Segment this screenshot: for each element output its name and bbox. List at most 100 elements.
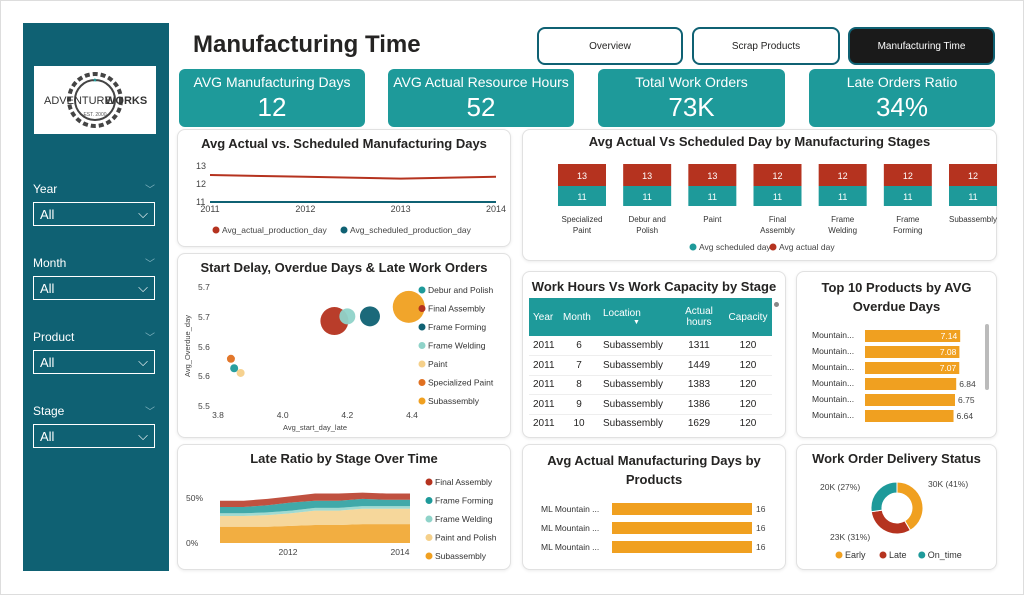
kpi-value: 34% [875,92,929,122]
scrollbar-thumb[interactable] [774,302,779,307]
data-label: 13 [642,171,652,181]
scatter-point [230,364,239,373]
column-header[interactable]: Year [529,298,559,336]
bar-scheduled [558,186,606,206]
chevron-down-icon[interactable]: ﹀ [145,185,155,196]
column-header[interactable]: Month [559,298,599,336]
legend-marker [418,342,426,349]
column-header[interactable]: Actual hours [674,298,724,336]
y-tick-label: 5.6 [198,342,210,352]
slicer-year: Year ﹀ All ⌵ [33,181,155,226]
legend-marker [425,497,433,504]
legend-marker [418,360,426,368]
y-axis-title: Avg_Overdue_day [183,315,192,377]
data-label: 16 [756,523,766,533]
column-header[interactable]: Capacity [724,298,772,336]
kpi-label: Late Orders Ratio [846,74,958,90]
bar-scheduled [688,186,737,206]
line-chart-card: Avg Actual vs. Scheduled Manufacturing D… [177,129,511,247]
year-dropdown[interactable]: All ⌵ [33,202,155,226]
scatter-chart-card: Start Delay, Overdue Days & Late Work Or… [177,253,511,438]
x-tick-label: 2012 [295,204,315,214]
x-tick-label: Specialized [562,215,603,224]
legend-marker [918,551,926,559]
table-cell: 120 [724,336,772,356]
legend-marker [425,478,433,486]
kpi-label: AVG Actual Resource Hours [393,74,569,90]
data-label: 6.84 [959,379,976,389]
x-axis-title: Avg_start_day_late [283,423,347,432]
bar-actual [558,164,606,186]
stage-bar-chart: 13 11 Specialized Paint 13 11 Debur and Polish 1… [558,164,997,252]
chevron-down-icon[interactable]: ﹀ [145,259,155,270]
x-tick-label: Polish [636,226,658,235]
legend-label: Avg scheduled day [699,242,771,252]
month-dropdown[interactable]: All ⌵ [33,276,155,300]
legend-label: On_time [928,550,962,560]
category-label: ML Mountain ... [541,504,599,514]
nav-manufacturing-time-button[interactable]: Manufacturing Time [848,27,995,65]
nav-overview-button[interactable]: Overview [537,27,683,65]
table-cell: Subassembly [599,414,674,432]
chevron-down-icon[interactable]: ﹀ [145,333,155,344]
product-dropdown[interactable]: All ⌵ [33,350,155,374]
area-band [220,508,410,527]
data-label: 11 [903,192,912,202]
bar [865,410,954,422]
table-viewport[interactable]: Year Month Location ▼ Actual hours Capacity 20… [529,298,772,432]
data-label: 12 [968,171,978,181]
table-cell: 6 [559,336,599,356]
table-cell: 120 [724,394,772,415]
legend-label: Final Assembly [428,304,486,314]
table-cell: 120 [724,414,772,432]
legend-label: Frame Welding [435,514,493,524]
table-row[interactable]: 2011 9 Subassembly 1386 120 [529,394,772,415]
legend-label: Early [845,550,866,560]
bar-scheduled [883,186,932,206]
sort-desc-icon[interactable]: ▼ [633,319,640,326]
data-label: 6.75 [958,395,975,405]
chevron-down-icon[interactable]: ﹀ [145,407,155,418]
category-label: Mountain... [812,410,854,420]
table-cell: 7 [559,355,599,376]
data-label: 7.14 [941,331,958,341]
area-chart-card: Late Ratio by Stage Over Time 50% 0% 2012 2… [177,444,511,570]
y-tick-label: 13 [196,161,206,171]
x-tick-label: 2012 [279,547,298,557]
top-products-chart: Mountain... 7.14 Mountain... 7.08 Mountain..… [812,324,989,422]
table-cell: 10 [559,414,599,432]
table-cell: 1449 [674,355,724,376]
data-label: 11 [708,192,717,202]
stage-dropdown[interactable]: All ⌵ [33,424,155,448]
nav-scrap-products-button[interactable]: Scrap Products [692,27,840,65]
column-header[interactable]: Location ▼ [599,298,674,336]
bar-scheduled [753,186,802,206]
data-label: 11 [838,192,847,202]
legend-marker [418,397,426,405]
dropdown-arrow-icon: ⌵ [138,354,148,369]
y-tick-label: 50% [186,493,203,503]
bar [612,503,752,515]
table-row[interactable]: 2011 6 Subassembly 1311 120 [529,336,772,356]
x-tick-label: Frame [831,215,855,224]
table-row[interactable]: 2011 7 Subassembly 1449 120 [529,355,772,376]
bar-actual [818,164,867,186]
area-band [220,492,410,507]
table-row[interactable]: 2011 8 Subassembly 1383 120 [529,375,772,395]
legend-marker [212,226,220,234]
area-band [220,524,410,543]
y-tick-label: 5.5 [198,401,210,411]
area-chart: 50% 0% 2012 2014 Final Assembly Frame Forming… [186,477,497,561]
slicer-label-month: Month [33,255,67,270]
table-cell: 1386 [674,394,724,415]
data-label: 20K (27%) [820,482,860,492]
table-cell: 2011 [529,336,559,356]
dropdown-arrow-icon: ⌵ [138,206,148,221]
svg-text:★: ★ [92,77,97,84]
chart-title: Start Delay, Overdue Days & Late Work Or… [200,260,488,275]
y-tick-label: 5.7 [198,312,210,322]
table-row[interactable]: 2011 10 Subassembly 1629 120 [529,414,772,432]
x-tick-label: 4.2 [341,410,353,420]
legend-label: Debur and Polish [428,285,493,295]
